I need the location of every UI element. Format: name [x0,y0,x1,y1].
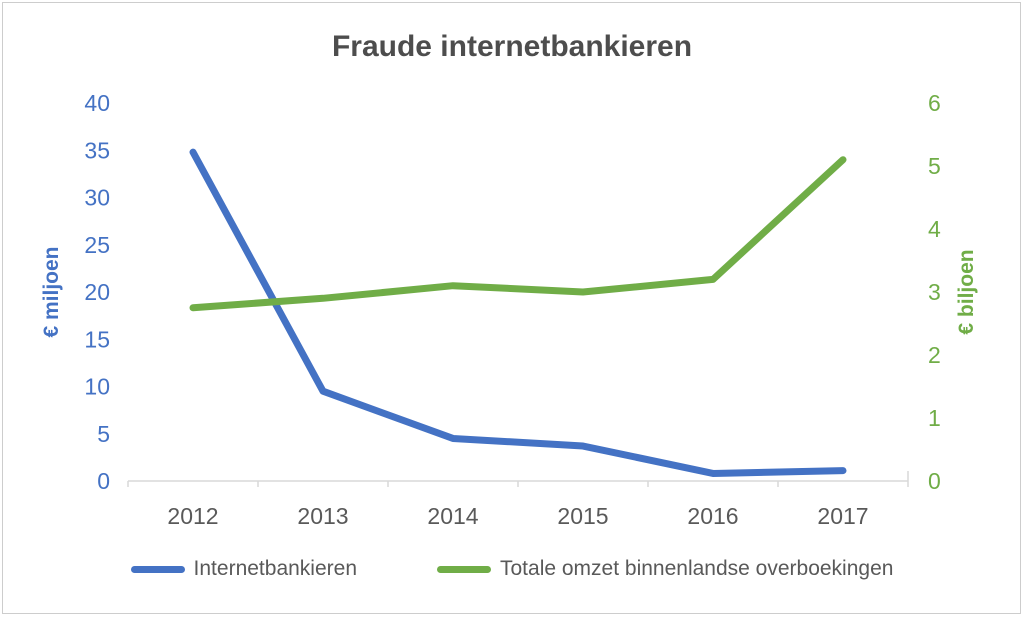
legend-swatch-green-line [437,565,491,573]
chart-title: Fraude internetbankieren [331,30,693,63]
x-axis-tick-label: 2015 [557,503,608,529]
series-line-0 [189,148,847,477]
legend-label: Totale omzet binnenlandse overboekingen [500,557,894,580]
left-axis-tick-label: 30 [84,185,110,211]
left-axis-tick-label: 5 [97,421,110,447]
right-axis-tick-label: 1 [928,405,941,431]
right-axis-tick-label: 3 [928,279,941,305]
right-axis-tick-label: 0 [928,468,941,494]
left-axis-title: € miljoen [40,246,63,337]
left-axis-tick-label: 25 [84,232,110,258]
chart-legend: Internetbankieren Totale omzet binnenlan… [0,557,1024,581]
legend-label: Internetbankieren [193,557,357,580]
right-axis-tick-label: 2 [928,342,941,368]
legend-item-totale-omzet: Totale omzet binnenlandse overboekingen [437,557,893,581]
legend-item-internetbankieren: Internetbankieren [130,557,357,581]
left-axis-tick-label: 35 [84,137,110,163]
x-axis-tick-label: 2016 [687,503,738,529]
left-axis-tick-label: 10 [84,374,110,400]
left-axis-tick-label: 15 [84,326,110,352]
left-axis-tick-label: 20 [84,279,110,305]
x-axis-tick-label: 2017 [817,503,868,529]
right-axis-tick-label: 6 [928,90,941,116]
right-axis-tick-label: 4 [928,216,941,242]
right-axis-tick-label: 5 [928,153,941,179]
x-axis-tick-label: 2014 [427,503,478,529]
x-axis-tick-label: 2012 [167,503,218,529]
right-axis-title: € biljoen [955,249,978,334]
legend-swatch-blue-line [130,565,185,573]
series-line-1 [189,156,847,312]
left-axis-tick-label: 0 [97,468,110,494]
left-axis-tick-label: 40 [84,90,110,116]
x-axis-tick-label: 2013 [297,503,348,529]
